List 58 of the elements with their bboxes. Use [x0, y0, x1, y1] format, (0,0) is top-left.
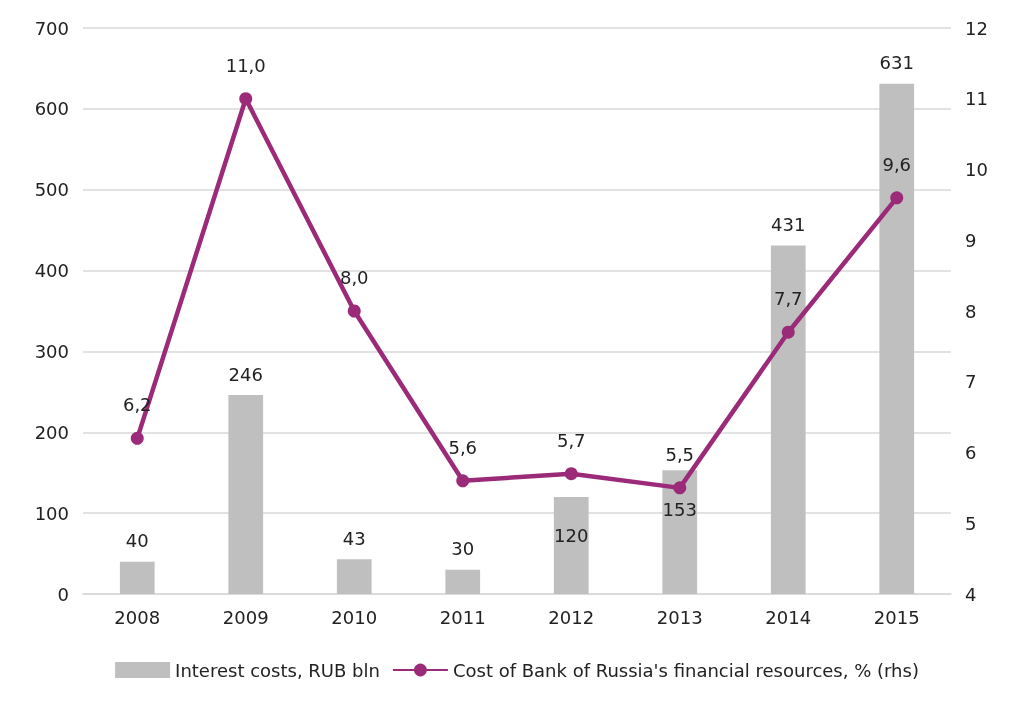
bar: [445, 569, 481, 594]
bar: [336, 559, 372, 594]
y-tick-label: 600: [34, 98, 69, 120]
y2-tick-label: 8: [965, 300, 977, 322]
x-tick-label: 2008: [114, 606, 161, 628]
y2-tick-label: 5: [965, 512, 977, 534]
legend-label: Interest costs, RUB bln: [175, 659, 380, 681]
point: [130, 431, 144, 445]
y2-tick-label: 7: [965, 371, 977, 393]
y-tick-label: 0: [57, 583, 69, 605]
data-label: 431: [771, 214, 806, 236]
data-label: 120: [554, 525, 589, 547]
bar: [553, 496, 589, 594]
point: [564, 467, 578, 481]
data-label: 5,7: [556, 429, 586, 451]
data-label: 153: [662, 498, 697, 520]
y2-tick-label: 11: [965, 88, 988, 110]
x-tick-label: 2009: [222, 606, 269, 628]
point: [673, 481, 687, 495]
y2-tick-label: 10: [965, 159, 988, 180]
y2-tick-label: 9: [965, 229, 977, 251]
y2-tick-label: 6: [965, 442, 977, 463]
x-tick-label: 2013: [656, 606, 703, 628]
data-label: 30: [451, 538, 475, 560]
data-label: 8,0: [339, 267, 369, 288]
y-tick-label: 400: [34, 260, 69, 282]
point: [239, 92, 253, 106]
data-label: 631: [879, 52, 914, 74]
y-tick-label: 200: [34, 421, 69, 443]
data-label: 7,7: [773, 288, 803, 310]
x-tick-label: 2010: [331, 606, 378, 628]
bar: [119, 561, 155, 594]
data-label: 43: [342, 527, 366, 549]
data-label: 40: [125, 530, 149, 552]
x-tick-label: 2011: [439, 606, 486, 628]
y-tick-label: 700: [34, 17, 69, 39]
y-tick-label: 100: [34, 502, 69, 524]
x-tick-label: 2015: [873, 606, 920, 628]
bar: [879, 83, 915, 594]
y2-tick-label: 12: [965, 17, 988, 39]
data-label: 5,6: [448, 436, 478, 458]
y-tick-label: 500: [34, 179, 69, 201]
legend-label: Cost of Bank of Russia's financial resources, % (rhs): [452, 659, 919, 681]
y-tick-label: 300: [34, 340, 69, 362]
bar: [770, 245, 806, 594]
bar: [228, 395, 264, 594]
y2-tick-label: 4: [965, 583, 977, 605]
data-label: 246: [228, 363, 263, 385]
data-label: 11,0: [225, 54, 266, 76]
bar: [662, 470, 698, 594]
x-tick-label: 2012: [548, 606, 595, 628]
point: [781, 325, 795, 339]
point: [456, 474, 470, 488]
point: [890, 191, 904, 205]
data-label: 9,6: [882, 153, 912, 175]
x-tick-label: 2014: [765, 606, 812, 628]
point: [347, 304, 361, 318]
data-label: 5,5: [665, 443, 695, 465]
